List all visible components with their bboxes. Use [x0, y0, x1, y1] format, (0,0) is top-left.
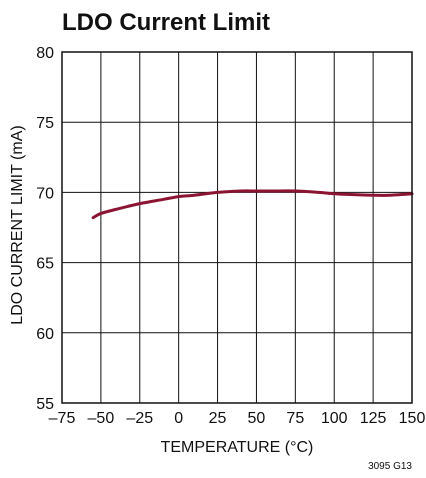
- x-tick-label: 150: [399, 410, 426, 427]
- y-axis-label: LDO CURRENT LIMIT (mA): [9, 125, 26, 324]
- x-tick-label: 50: [248, 410, 266, 427]
- plot-frame: [61, 51, 413, 404]
- y-tick-label: 60: [36, 326, 54, 343]
- x-tick-labels: –75 –50 –25 0 25 50 75 100 125 150: [49, 410, 426, 427]
- y-tick-labels: 55 60 65 70 75 80: [36, 45, 54, 413]
- x-tick-label: –75: [49, 410, 76, 427]
- x-axis-label: TEMPERATURE (°C): [161, 439, 314, 456]
- series-line: [91, 189, 414, 220]
- grid: [62, 52, 412, 403]
- x-tick-label: 25: [209, 410, 227, 427]
- series-layer: [91, 189, 414, 220]
- y-tick-label: 80: [36, 45, 54, 62]
- x-tick-label: –25: [126, 410, 153, 427]
- y-tick-label: 55: [36, 396, 54, 413]
- y-tick-label: 70: [36, 185, 54, 202]
- x-tick-label: 100: [321, 410, 348, 427]
- x-tick-label: 125: [360, 410, 387, 427]
- y-tick-label: 65: [36, 256, 54, 273]
- x-tick-label: 0: [174, 410, 183, 427]
- y-tick-label: 75: [36, 115, 54, 132]
- figure-code: 3095 G13: [368, 461, 412, 472]
- x-tick-label: –50: [88, 410, 115, 427]
- x-tick-label: 75: [286, 410, 304, 427]
- chart-title: LDO Current Limit: [62, 9, 270, 36]
